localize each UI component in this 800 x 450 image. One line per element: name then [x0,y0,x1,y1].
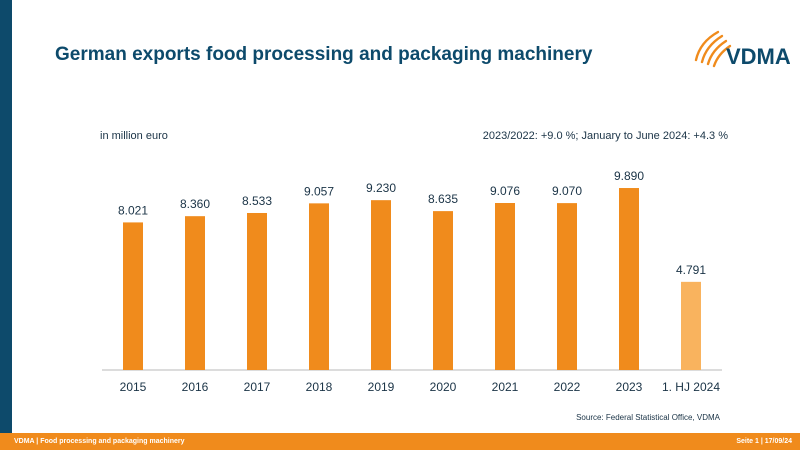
data-label: 9.076 [490,184,520,198]
data-label: 9.230 [366,181,396,195]
page-title: German exports food processing and packa… [55,44,593,65]
x-tick-label: 1. HJ 2024 [662,380,720,394]
left-accent-bar [0,0,12,433]
bar [619,188,639,370]
unit-label: in million euro [100,130,168,142]
x-tick-label: 2022 [554,380,581,394]
x-tick-label: 2021 [492,380,519,394]
logo-text: VDMA [726,44,790,69]
data-label: 9.890 [614,169,644,183]
bar [371,200,391,370]
x-tick-label: 2015 [120,380,147,394]
bar [557,203,577,370]
growth-note: 2023/2022: +9.0 %; January to June 2024:… [482,130,728,142]
bar [309,203,329,370]
footer-bar: VDMA | Food processing and packaging mac… [0,433,800,450]
data-label: 8.635 [428,192,458,206]
x-tick-label: 2017 [244,380,271,394]
x-tick-label: 2023 [616,380,643,394]
x-tick-label: 2019 [368,380,395,394]
footer-left-text: VDMA | Food processing and packaging mac… [14,438,185,445]
data-label: 9.070 [552,184,582,198]
x-tick-label: 2016 [182,380,209,394]
bar [247,212,267,370]
bar [681,281,701,370]
data-label: 8.533 [242,194,272,208]
source-note: Source: Federal Statistical Office, VDMA [576,413,720,422]
footer-right-text: Seite 1 | 17/09/24 [736,438,792,445]
vdma-logo: VDMA [694,30,790,69]
bar [433,211,453,370]
data-label: 9.057 [304,184,334,198]
x-tick-label: 2020 [430,380,457,394]
data-label: 4.791 [676,263,706,277]
data-label: 8.360 [180,197,210,211]
bar [123,222,143,370]
bar [185,216,205,370]
x-tick-label: 2018 [306,380,333,394]
bar [495,203,515,370]
data-label: 8.021 [118,203,148,217]
